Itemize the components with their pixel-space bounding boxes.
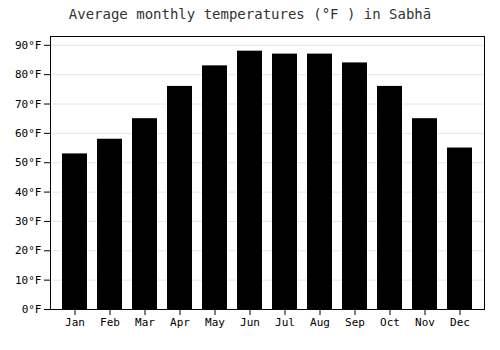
svg-text:90°F: 90°F xyxy=(15,39,42,52)
svg-text:Aug: Aug xyxy=(310,316,330,329)
svg-text:40°F: 40°F xyxy=(15,186,42,199)
svg-text:70°F: 70°F xyxy=(15,98,42,111)
svg-text:Oct: Oct xyxy=(380,316,400,329)
svg-text:Apr: Apr xyxy=(170,316,190,329)
svg-text:60°F: 60°F xyxy=(15,127,42,140)
svg-text:Jun: Jun xyxy=(240,316,260,329)
svg-text:10°F: 10°F xyxy=(15,274,42,287)
svg-text:20°F: 20°F xyxy=(15,244,42,257)
svg-text:Sep: Sep xyxy=(345,316,365,329)
svg-text:Nov: Nov xyxy=(415,316,435,329)
svg-text:Jul: Jul xyxy=(275,316,295,329)
svg-text:80°F: 80°F xyxy=(15,68,42,81)
svg-text:Feb: Feb xyxy=(100,316,120,329)
svg-text:Jan: Jan xyxy=(65,316,85,329)
svg-text:May: May xyxy=(205,316,225,329)
svg-text:Dec: Dec xyxy=(450,316,470,329)
html-text:Average monthly temperatures (: Average monthly temperatures (°F ) in Sa… xyxy=(68,6,432,22)
svg-text:Mar: Mar xyxy=(135,316,155,329)
svg-text:0°F: 0°F xyxy=(22,303,42,316)
svg-text:50°F: 50°F xyxy=(15,156,42,169)
svg-text:30°F: 30°F xyxy=(15,215,42,228)
